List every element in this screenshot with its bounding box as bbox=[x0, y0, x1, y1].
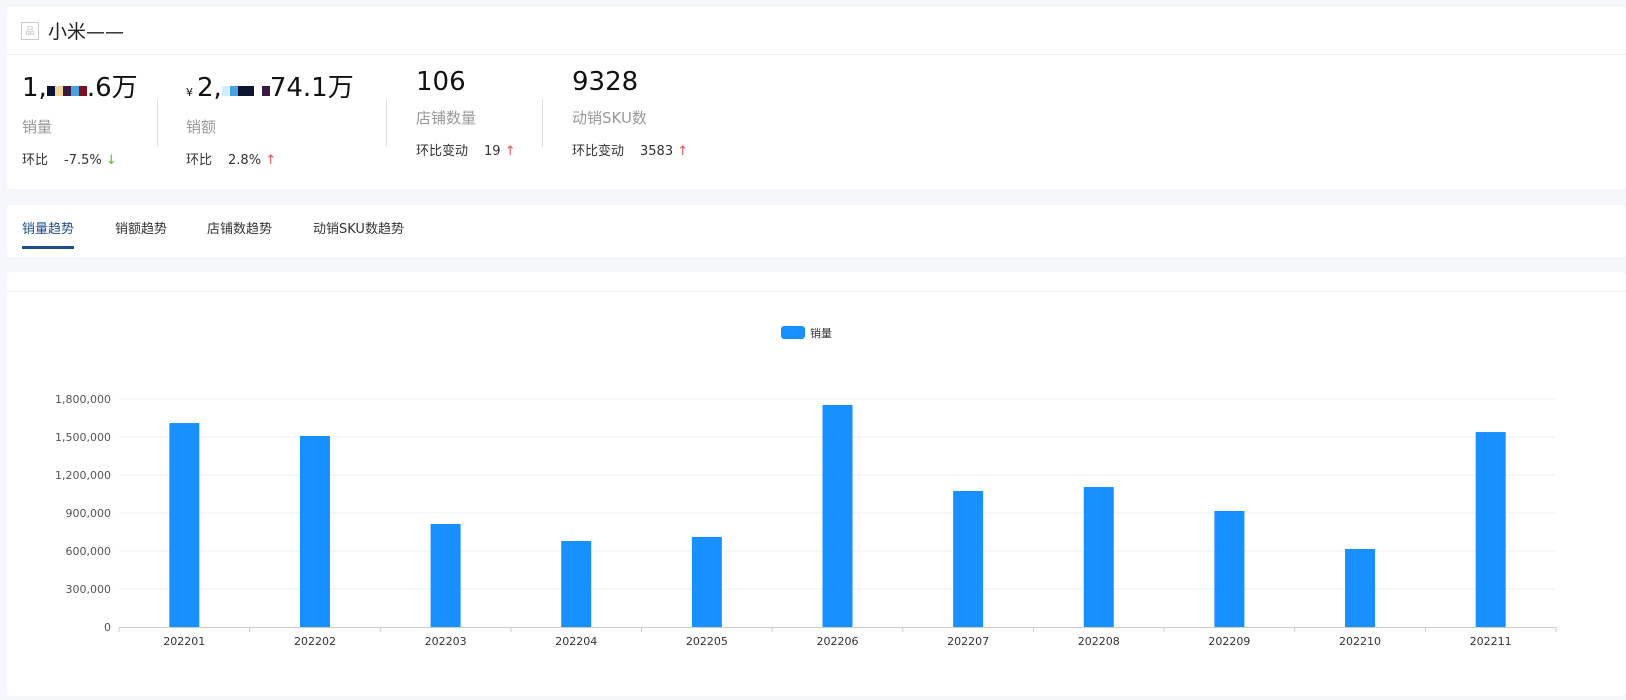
change-value: -7.5% bbox=[64, 153, 102, 168]
metric-sku-count: 9328 动销SKU数 环比变动 3583 ↑ bbox=[572, 67, 688, 159]
chart-card: 销量 0 300,000 600,000 900,000 1,200,000 1,500,… bbox=[7, 272, 1626, 696]
bar-202203[interactable] bbox=[430, 524, 461, 627]
divider bbox=[7, 291, 1626, 292]
sales-volume-bar-chart: 销量 0 300,000 600,000 900,000 1,200,000 1,500,… bbox=[55, 326, 1557, 648]
arrow-up-icon: ↑ bbox=[504, 144, 516, 159]
x-tick-label: 202206 bbox=[817, 635, 859, 648]
y-tick-label: 1,200,000 bbox=[55, 469, 111, 482]
tab-sales-volume-trend[interactable]: 销量趋势 bbox=[22, 218, 75, 249]
currency-symbol: ¥ bbox=[186, 86, 193, 99]
x-tick-label: 202204 bbox=[555, 635, 597, 648]
legend-swatch bbox=[781, 326, 805, 339]
bar-202207[interactable] bbox=[953, 490, 984, 627]
summary-header: 品 小米—— bbox=[7, 7, 1626, 55]
arrow-up-icon: ↑ bbox=[677, 144, 689, 159]
metric-value-prefix: 2, bbox=[197, 73, 222, 103]
metric-label: 销量 bbox=[22, 118, 53, 136]
legend-label: 销量 bbox=[810, 326, 832, 340]
arrow-down-icon: ↓ bbox=[105, 153, 117, 168]
metric-value: 106 bbox=[416, 67, 466, 97]
bar-202201[interactable] bbox=[169, 423, 200, 627]
metric-value: 9328 bbox=[572, 67, 639, 97]
divider bbox=[157, 99, 158, 147]
y-tick-label: 300,000 bbox=[66, 583, 112, 596]
y-tick-label: 0 bbox=[104, 621, 111, 634]
bar-202202[interactable] bbox=[299, 435, 330, 627]
change-label: 环比 bbox=[22, 153, 49, 168]
legend[interactable]: 销量 bbox=[781, 326, 832, 340]
product-icon: 品 bbox=[21, 21, 39, 40]
metric-value-prefix: 1, bbox=[22, 73, 47, 103]
x-tick-label: 202201 bbox=[163, 635, 205, 648]
x-tick-label: 202208 bbox=[1078, 635, 1120, 648]
metric-label: 动销SKU数 bbox=[572, 109, 647, 127]
tab-store-count-trend[interactable]: 店铺数趋势 bbox=[207, 222, 273, 237]
change-value: 19 bbox=[484, 144, 501, 159]
arrow-up-icon: ↑ bbox=[265, 153, 277, 168]
bar-202209[interactable] bbox=[1214, 510, 1245, 627]
change-label: 环比变动 bbox=[416, 144, 469, 159]
metric-label: 店铺数量 bbox=[416, 109, 477, 127]
metric-value-suffix: 74.1万 bbox=[269, 73, 354, 103]
bar-202210[interactable] bbox=[1345, 548, 1376, 627]
metric-value-suffix: .6万 bbox=[86, 73, 138, 103]
bar-202208[interactable] bbox=[1083, 487, 1114, 627]
trend-tabs: 销量趋势 销额趋势 店铺数趋势 动销SKU数趋势 bbox=[7, 205, 1626, 257]
redaction-mosaic bbox=[221, 86, 270, 106]
change-value: 3583 bbox=[640, 144, 674, 159]
bar-202205[interactable] bbox=[691, 536, 722, 627]
y-tick-label: 1,800,000 bbox=[55, 393, 111, 406]
metric-sales-volume: 1, .6万 销量 环比 -7.5% ↓ bbox=[22, 67, 138, 168]
x-tick-label: 202203 bbox=[425, 635, 467, 648]
x-tick-label: 202210 bbox=[1339, 635, 1381, 648]
metric-sales-amount: ¥2, 74.1万 销额 环比 2.8% ↑ bbox=[186, 67, 354, 168]
divider bbox=[386, 99, 387, 147]
metric-store-count: 106 店铺数量 环比变动 19 ↑ bbox=[416, 67, 516, 159]
product-title: 小米—— bbox=[48, 21, 125, 43]
y-tick-label: 1,500,000 bbox=[55, 431, 111, 444]
x-tick-label: 202209 bbox=[1208, 635, 1250, 648]
change-label: 环比变动 bbox=[572, 144, 625, 159]
tab-sku-count-trend[interactable]: 动销SKU数趋势 bbox=[313, 222, 404, 237]
bar-202206[interactable] bbox=[822, 404, 853, 627]
redaction-mosaic bbox=[46, 86, 87, 106]
y-tick-label: 900,000 bbox=[66, 507, 112, 520]
metric-label: 销额 bbox=[186, 118, 217, 136]
y-tick-label: 600,000 bbox=[66, 545, 112, 558]
change-label: 环比 bbox=[186, 153, 213, 168]
divider bbox=[542, 99, 543, 147]
x-tick-label: 202205 bbox=[686, 635, 728, 648]
bar-202204[interactable] bbox=[561, 540, 592, 627]
change-value: 2.8% bbox=[228, 153, 262, 168]
tab-sales-amount-trend[interactable]: 销额趋势 bbox=[115, 222, 168, 237]
x-tick-label: 202207 bbox=[947, 635, 989, 648]
x-tick-label: 202202 bbox=[294, 635, 336, 648]
bar-202211[interactable] bbox=[1475, 432, 1506, 627]
x-tick-label: 202211 bbox=[1470, 635, 1512, 648]
summary-card: 品 小米—— 1, .6万 销量 环比 -7.5% ↓ ¥2, 74.1万 销额 环比… bbox=[7, 7, 1626, 189]
